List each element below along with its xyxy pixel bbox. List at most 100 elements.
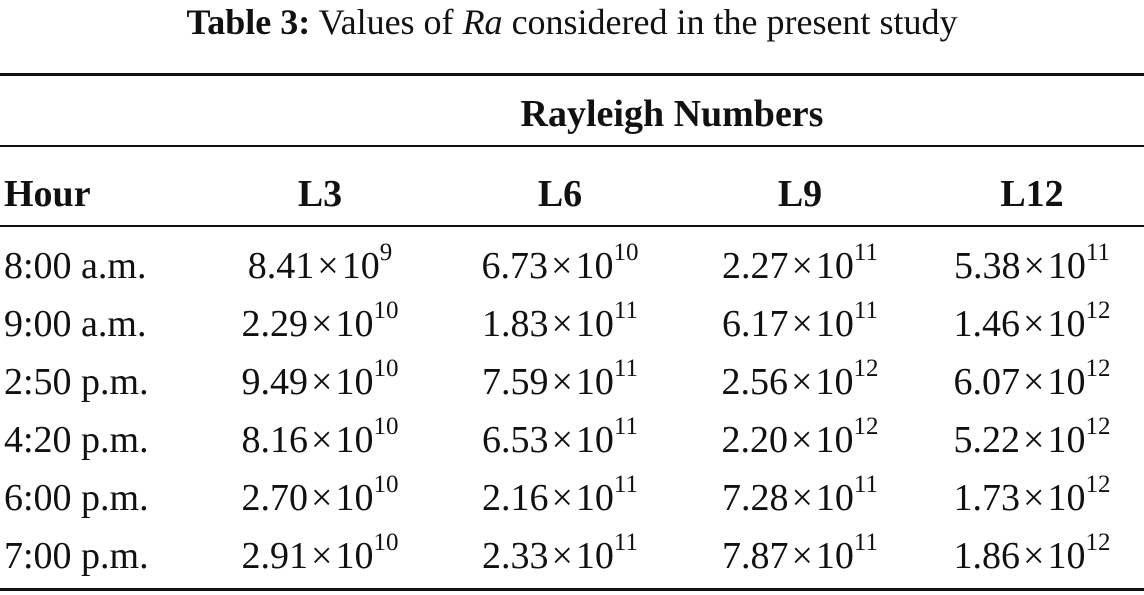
times-symbol: × [551,419,573,461]
value-cell-l12: 1.73×1012 [920,470,1144,526]
times-symbol: × [1023,303,1045,345]
times-symbol: × [1023,477,1045,519]
times-symbol: × [551,245,573,287]
times-symbol: × [791,477,813,519]
value-mantissa: 6.07 [953,361,1021,403]
value-cell-l6: 1.83×1011 [440,296,680,352]
value-mantissa: 6.53 [481,419,549,461]
value-exponent: 11 [853,471,878,499]
times-symbol: × [551,361,573,403]
value-base: 10 [335,535,374,577]
times-symbol: × [311,477,333,519]
value-mantissa: 6.73 [481,245,549,287]
value-base: 10 [335,477,374,519]
value-cell-l3: 2.91×1010 [200,528,440,584]
times-symbol: × [1023,535,1045,577]
value-exponent: 12 [1085,297,1111,325]
times-symbol: × [551,477,573,519]
hour-cell: 6:00 p.m. [4,477,149,519]
value-exponent: 10 [373,471,399,499]
value-base: 10 [1047,535,1086,577]
value-exponent: 10 [373,355,399,383]
times-symbol: × [791,535,813,577]
value-exponent: 12 [1085,529,1111,557]
value-base: 10 [815,361,854,403]
value-base: 10 [1047,245,1086,287]
value-mantissa: 2.27 [721,245,789,287]
value-mantissa: 2.33 [481,535,549,577]
value-cell-l12: 1.46×1012 [920,296,1144,352]
column-header-l6: L6 [537,173,583,215]
caption-text-before: Values of [310,2,463,42]
value-mantissa: 2.70 [241,477,309,519]
value-mantissa: 1.73 [953,477,1021,519]
value-mantissa: 6.17 [721,303,789,345]
column-header-l9: L9 [777,173,823,215]
top-rule [0,73,1144,76]
value-cell-l3: 2.29×1010 [200,296,440,352]
times-symbol: × [1023,361,1045,403]
value-cell-l12: 5.38×1011 [920,238,1144,294]
value-base: 10 [575,361,614,403]
value-exponent: 11 [853,529,878,557]
times-symbol: × [311,419,333,461]
value-cell-l12: 5.22×1012 [920,412,1144,468]
hour-cell: 8:00 a.m. [4,245,147,287]
value-base: 10 [815,303,854,345]
hour-cell: 4:20 p.m. [4,419,149,461]
hour-cell: 7:00 p.m. [4,535,149,577]
column-header-hour: Hour [4,173,91,215]
times-symbol: × [791,419,813,461]
times-symbol: × [791,245,813,287]
value-cell-l3: 8.16×1010 [200,412,440,468]
value-base: 10 [1047,477,1086,519]
value-mantissa: 2.16 [481,477,549,519]
times-symbol: × [317,245,339,287]
value-base: 10 [575,535,614,577]
caption-variable: Ra [462,2,503,42]
table-row: 6:00 p.m. 2.70×1010 2.16×1011 7.28×1011 1.73… [0,470,1144,526]
value-mantissa: 2.56 [721,361,789,403]
column-header-l12: L12 [1000,173,1064,215]
value-cell-l3: 8.41×109 [200,238,440,294]
value-base: 10 [1047,419,1086,461]
value-mantissa: 7.87 [721,535,789,577]
value-exponent: 10 [373,413,399,441]
value-base: 10 [575,419,614,461]
value-base: 10 [335,419,374,461]
value-exponent: 11 [613,471,638,499]
value-mantissa: 7.59 [481,361,549,403]
value-exponent: 9 [379,239,393,267]
value-cell-l6: 7.59×1011 [440,354,680,410]
value-mantissa: 1.46 [953,303,1021,345]
value-base: 10 [341,245,380,287]
value-cell-l3: 2.70×1010 [200,470,440,526]
value-exponent: 10 [373,297,399,325]
value-mantissa: 1.86 [953,535,1021,577]
value-cell-l6: 6.73×1010 [440,238,680,294]
value-cell-l6: 6.53×1011 [440,412,680,468]
value-base: 10 [575,477,614,519]
value-exponent: 10 [613,239,639,267]
times-symbol: × [311,535,333,577]
table-caption: Table 3: Values of Ra considered in the … [0,0,1144,48]
column-header-l3: L3 [297,173,343,215]
hour-cell: 9:00 a.m. [4,303,147,345]
value-base: 10 [335,361,374,403]
times-symbol: × [791,361,813,403]
bottom-rule [0,588,1144,591]
value-base: 10 [1047,303,1086,345]
value-exponent: 12 [853,355,879,383]
value-base: 10 [815,477,854,519]
value-cell-l9: 2.27×1011 [680,238,920,294]
group-header: Rayleigh Numbers [520,93,824,135]
table-row: 9:00 a.m. 2.29×1010 1.83×1011 6.17×1011 1.46… [0,296,1144,352]
value-exponent: 11 [1085,239,1110,267]
table-row: 8:00 a.m. 8.41×109 6.73×1010 2.27×1011 5.38×… [0,238,1144,294]
value-exponent: 11 [613,355,638,383]
value-mantissa: 2.91 [241,535,309,577]
value-mantissa: 8.41 [247,245,315,287]
value-base: 10 [815,419,854,461]
times-symbol: × [1023,419,1045,461]
value-exponent: 12 [1085,355,1111,383]
